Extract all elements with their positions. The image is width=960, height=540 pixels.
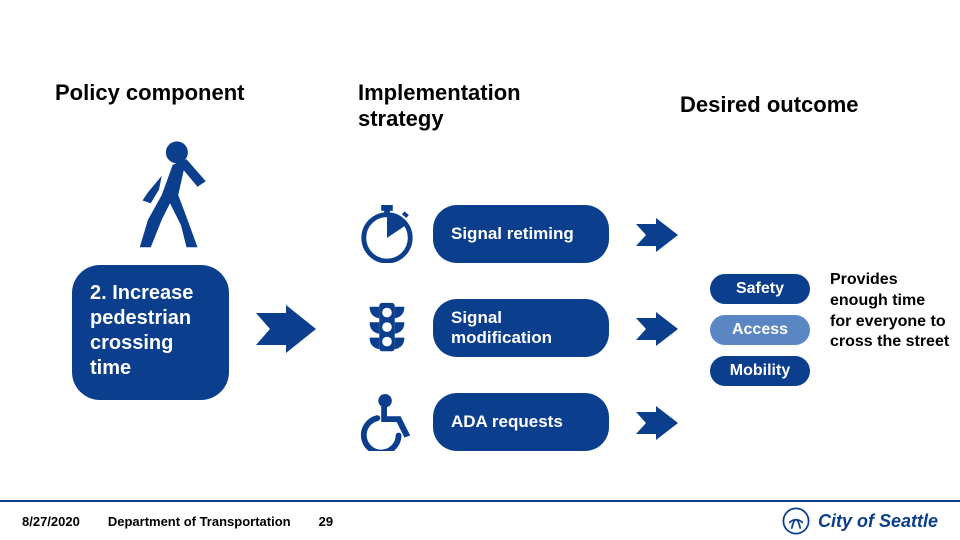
outcome-pill-safety: Safety (710, 274, 810, 304)
policy-component-box: 2. Increase pedestrian crossing time (72, 265, 229, 400)
strategy-box: Signal retiming (433, 205, 609, 263)
strategy-row: Signal modification (357, 298, 609, 358)
strategy-label: Signal retiming (451, 224, 574, 244)
strategy-row: Signal retiming (357, 204, 609, 264)
header-policy: Policy component (55, 80, 275, 106)
wheelchair-icon (357, 392, 417, 452)
footer-date: 8/27/2020 (22, 514, 80, 529)
pill-label: Access (732, 321, 788, 339)
logo-text: City of Seattle (818, 511, 938, 532)
pill-label: Safety (736, 280, 784, 298)
header-outcome: Desired outcome (680, 92, 900, 118)
arrow-icon (636, 406, 678, 440)
outcome-pill-access: Access (710, 315, 810, 345)
arrow-icon (636, 218, 678, 252)
footer-page-number: 29 (319, 514, 333, 529)
strategy-label: ADA requests (451, 412, 563, 432)
policy-label: 2. Increase pedestrian crossing time (90, 281, 211, 381)
city-of-seattle-logo: City of Seattle (782, 507, 938, 535)
strategy-row: ADA requests (357, 392, 609, 452)
arrow-icon (256, 305, 316, 353)
outcome-pill-mobility: Mobility (710, 356, 810, 386)
pill-label: Mobility (730, 362, 790, 380)
footer-department: Department of Transportation (108, 514, 291, 529)
traffic-light-icon (357, 298, 417, 358)
stopwatch-icon (357, 204, 417, 264)
outcome-description: Provides enough time for everyone to cro… (830, 270, 950, 353)
arrow-icon (636, 312, 678, 346)
header-strategy: Implementation strategy (358, 80, 558, 133)
strategy-box: ADA requests (433, 393, 609, 451)
strategy-box: Signal modification (433, 299, 609, 357)
strategy-label: Signal modification (451, 308, 591, 347)
walking-person-icon (125, 140, 215, 250)
slide-footer: 8/27/2020 Department of Transportation 2… (0, 500, 960, 540)
